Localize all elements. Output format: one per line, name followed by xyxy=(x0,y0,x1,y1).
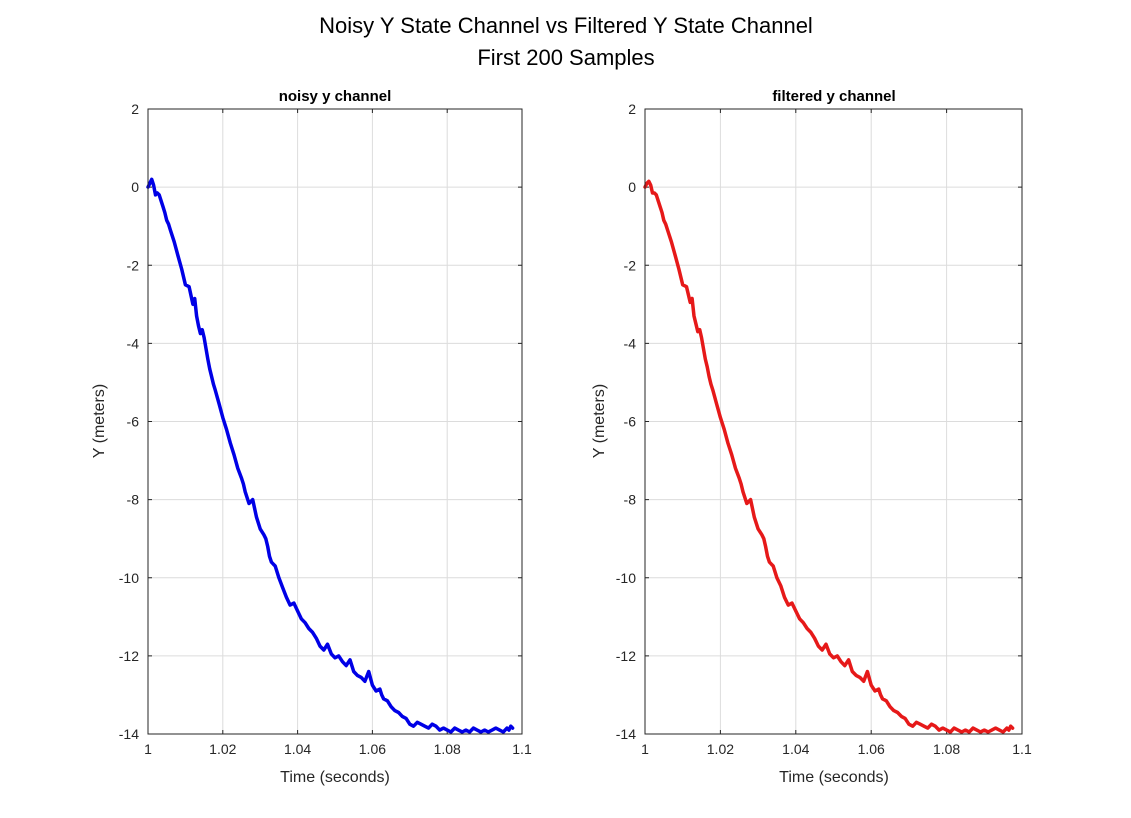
left-x-tick-label: 1.02 xyxy=(209,741,236,757)
right-y-tick-label: -8 xyxy=(624,492,637,508)
right-y-tick-label: -6 xyxy=(624,414,637,430)
figure-title-line-2: First 200 Samples xyxy=(477,45,654,70)
right-x-axis-label: Time (seconds) xyxy=(779,769,889,786)
left-x-tick-label: 1.1 xyxy=(512,741,532,757)
right-filtered-series-line xyxy=(643,179,1015,734)
left-y-tick-label: -4 xyxy=(127,335,140,351)
right-axes-box xyxy=(644,108,1023,735)
left-x-axis-label: Time (seconds) xyxy=(280,769,390,786)
right-x-tick-label: 1.1 xyxy=(1012,741,1032,757)
left-x-tick-label: 1.06 xyxy=(359,741,386,757)
left-y-tick-labels: -14 -12 -10 -8 -6 -4 -2 0 2 xyxy=(119,101,139,742)
right-x-tick-label: 1.06 xyxy=(858,741,885,757)
left-subplot-title: noisy y channel xyxy=(279,88,392,105)
right-subplot-title: filtered y channel xyxy=(772,88,895,105)
right-y-tick-labels: -14 -12 -10 -8 -6 -4 -2 0 2 xyxy=(616,101,636,742)
right-y-tick-label: 2 xyxy=(628,101,636,117)
right-y-tick-label: -14 xyxy=(616,726,636,742)
right-y-tick-label: 0 xyxy=(628,179,636,195)
right-x-tick-labels: 1 1.02 1.04 1.06 1.08 1.1 xyxy=(641,741,1032,757)
left-x-tick-label: 1.04 xyxy=(284,741,311,757)
right-y-axis-label: Y (meters) xyxy=(591,384,608,458)
left-y-axis-label: Y (meters) xyxy=(91,384,108,458)
figure-title-line-1: Noisy Y State Channel vs Filtered Y Stat… xyxy=(319,13,813,38)
left-y-tick-label: 2 xyxy=(131,101,139,117)
left-axes-box xyxy=(147,108,523,735)
right-y-tick-label: -2 xyxy=(624,257,637,273)
right-y-tick-label: -4 xyxy=(624,335,637,351)
right-y-tick-label: -10 xyxy=(616,570,636,586)
right-x-tick-label: 1.08 xyxy=(933,741,960,757)
left-y-tick-label: -8 xyxy=(127,492,140,508)
right-x-tick-label: 1.04 xyxy=(782,741,809,757)
left-y-tick-label: -2 xyxy=(127,257,140,273)
left-noisy-series-line xyxy=(146,177,515,734)
left-y-tick-label: -6 xyxy=(127,414,140,430)
right-y-tick-label: -12 xyxy=(616,648,636,664)
right-subplot: 1 1.02 1.04 1.06 1.08 1.1 -14 -12 -10 -8 -6 -4 -2 0 2… xyxy=(591,88,1032,786)
left-x-tick-label: 1 xyxy=(144,741,152,757)
right-x-tick-label: 1.02 xyxy=(707,741,734,757)
left-y-tick-label: -14 xyxy=(119,726,139,742)
left-subplot: 1 1.02 1.04 1.06 1.08 1.1 -14 -12 -10 -8 -6 -4 -2 0 2… xyxy=(91,88,532,786)
left-y-tick-label: 0 xyxy=(131,179,139,195)
left-y-tick-label: -10 xyxy=(119,570,139,586)
left-x-tick-labels: 1 1.02 1.04 1.06 1.08 1.1 xyxy=(144,741,532,757)
left-y-tick-label: -12 xyxy=(119,648,139,664)
right-x-tick-label: 1 xyxy=(641,741,649,757)
left-x-tick-label: 1.08 xyxy=(434,741,461,757)
